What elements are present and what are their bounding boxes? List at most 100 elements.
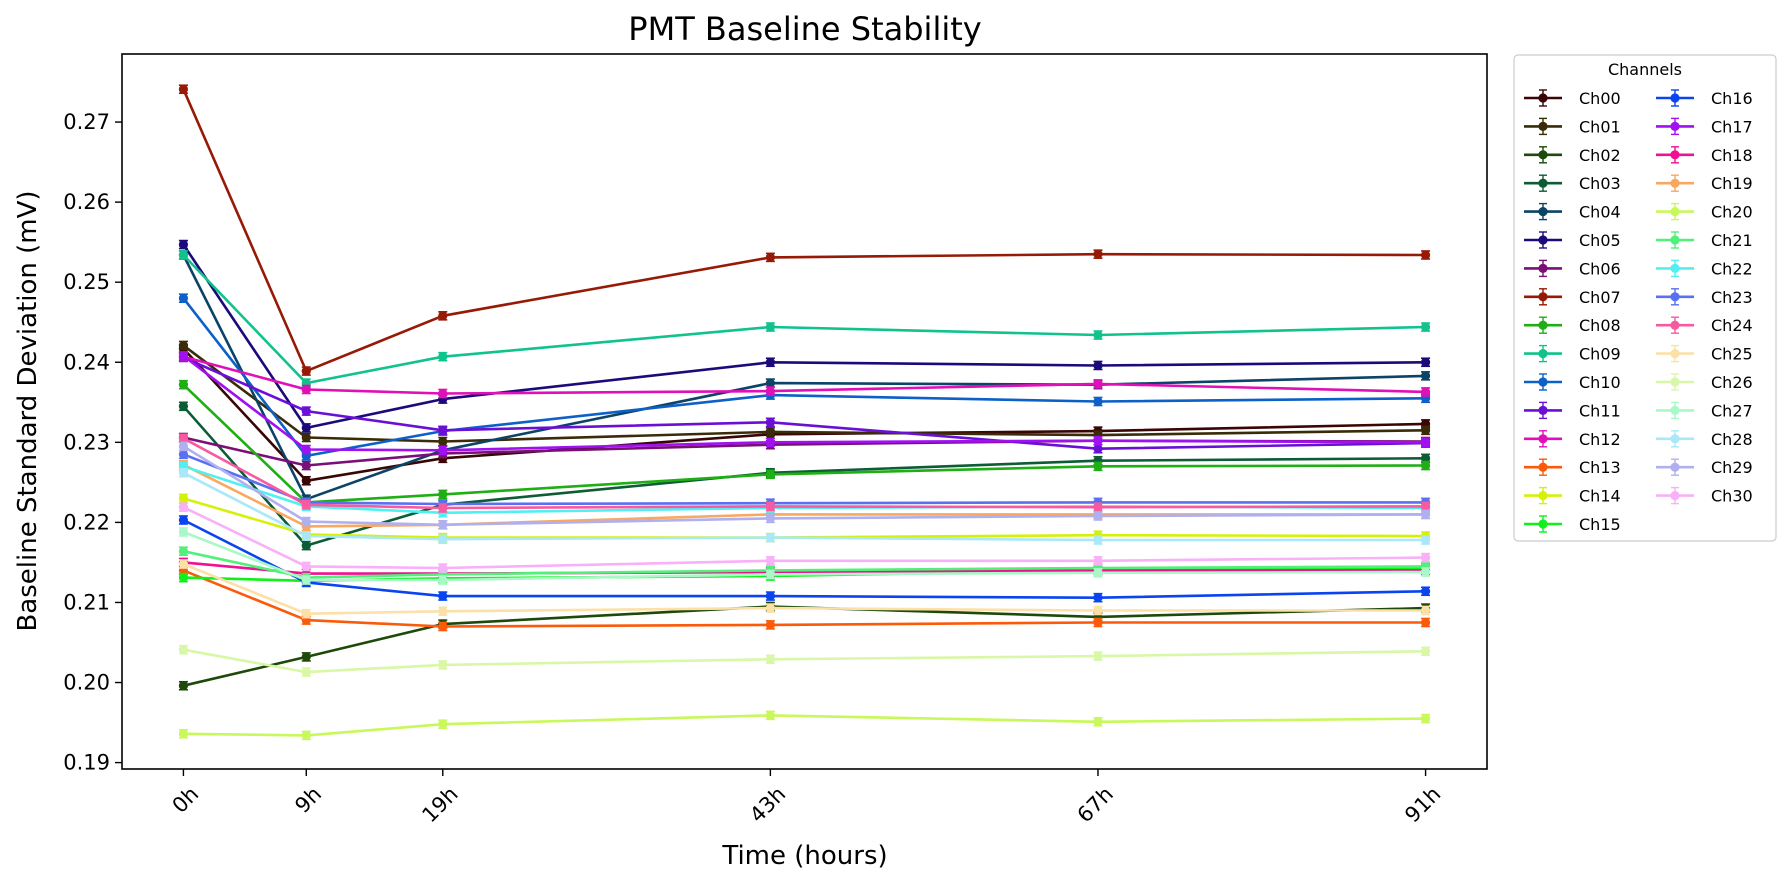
legend-entry-ch21: Ch21: [1656, 231, 1753, 250]
legend-marker: [1670, 320, 1680, 330]
data-point: [1420, 535, 1431, 545]
series-ch27: [178, 527, 1431, 585]
series-ch17: [178, 351, 1431, 456]
data-point: [1093, 556, 1103, 566]
data-point: [765, 620, 775, 630]
series-line: [182, 243, 1426, 430]
series-ch01: [178, 340, 1431, 447]
series-ch09: [178, 250, 1431, 388]
x-tick-label: 9h: [290, 782, 326, 818]
data-point: [178, 729, 189, 739]
legend-entry-ch11: Ch11: [1524, 401, 1621, 420]
legend-marker: [1670, 405, 1680, 415]
data-point: [1093, 461, 1103, 471]
series-line: [182, 506, 1426, 570]
legend-label: Ch04: [1579, 203, 1621, 222]
data-point: [178, 681, 189, 691]
series-line: [182, 254, 1426, 501]
data-point: [1093, 535, 1103, 545]
x-tick-label: 43h: [745, 782, 790, 827]
legend-marker: [1538, 121, 1548, 131]
legend-marker: [1670, 178, 1680, 188]
data-point: [178, 441, 189, 451]
x-tick-label: 67h: [1073, 782, 1118, 827]
legend-marker: [1538, 263, 1548, 273]
data-point: [765, 386, 775, 396]
data-point: [1093, 444, 1103, 454]
series-line: [182, 383, 1426, 504]
y-tick-label: 0.19: [63, 751, 110, 775]
data-point: [1420, 501, 1431, 511]
legend-entry-ch20: Ch20: [1656, 203, 1753, 222]
legend-marker: [1538, 491, 1548, 501]
data-point: [765, 533, 775, 543]
data-point: [301, 531, 311, 541]
data-point: [438, 311, 448, 321]
legend-entry-ch30: Ch30: [1656, 487, 1753, 506]
data-point: [178, 351, 189, 361]
data-point: [178, 527, 189, 537]
legend-entry-ch23: Ch23: [1656, 288, 1753, 307]
series-line: [182, 471, 1426, 542]
series-line: [182, 254, 1426, 385]
data-point: [301, 541, 311, 551]
data-point: [178, 502, 189, 512]
data-point: [765, 252, 775, 262]
data-point: [301, 730, 311, 740]
legend-entry-ch28: Ch28: [1656, 430, 1753, 449]
data-point: [438, 660, 448, 670]
series-line: [182, 354, 1426, 452]
series-line: [182, 445, 1426, 527]
chart-title: PMT Baseline Stability: [628, 10, 981, 48]
data-point: [178, 84, 189, 94]
legend-label: Ch22: [1711, 259, 1753, 278]
y-tick-label: 0.24: [63, 350, 110, 374]
data-point: [178, 515, 189, 525]
series-ch21: [178, 546, 1431, 583]
data-point: [1093, 330, 1103, 340]
legend-label: Ch05: [1579, 231, 1621, 250]
data-point: [765, 603, 775, 613]
series-ch29: [178, 441, 1431, 530]
legend-label: Ch07: [1579, 288, 1621, 307]
data-point: [301, 667, 311, 677]
series-line: [183, 605, 1426, 687]
data-point: [765, 427, 775, 437]
legend-entry-ch09: Ch09: [1524, 345, 1621, 364]
data-point: [301, 476, 311, 486]
legend-entry-ch01: Ch01: [1524, 117, 1621, 136]
data-point: [1420, 357, 1431, 367]
data-point: [765, 654, 775, 664]
legend-marker: [1538, 150, 1548, 160]
legend-entry-ch02: Ch02: [1524, 146, 1621, 165]
data-point: [1420, 586, 1431, 596]
data-point: [438, 534, 448, 544]
legend-entry-ch22: Ch22: [1656, 259, 1753, 278]
series-ch20: [178, 710, 1431, 741]
data-point: [438, 563, 448, 573]
legend-entry-ch15: Ch15: [1524, 515, 1621, 534]
data-point: [765, 591, 775, 601]
series-ch30: [178, 502, 1431, 573]
data-point: [301, 366, 311, 376]
y-tick-label: 0.27: [63, 110, 110, 134]
data-point: [765, 569, 775, 580]
data-point: [1420, 322, 1431, 332]
legend-entry-ch18: Ch18: [1656, 146, 1753, 165]
data-point: [438, 591, 448, 601]
legend-entry-ch27: Ch27: [1656, 401, 1753, 420]
legend-marker: [1670, 207, 1680, 217]
data-point: [178, 573, 189, 583]
legend-marker: [1670, 434, 1680, 444]
legend-marker: [1538, 462, 1548, 472]
legend-label: Ch06: [1579, 259, 1621, 278]
legend-entry-ch05: Ch05: [1524, 231, 1621, 250]
data-point: [1420, 713, 1431, 724]
legend-entry-ch04: Ch04: [1524, 203, 1621, 222]
series-ch05: [178, 239, 1431, 433]
data-point: [178, 468, 189, 478]
legend-entry-ch12: Ch12: [1524, 430, 1621, 449]
data-point: [438, 575, 448, 585]
y-tick-label: 0.25: [63, 270, 110, 294]
